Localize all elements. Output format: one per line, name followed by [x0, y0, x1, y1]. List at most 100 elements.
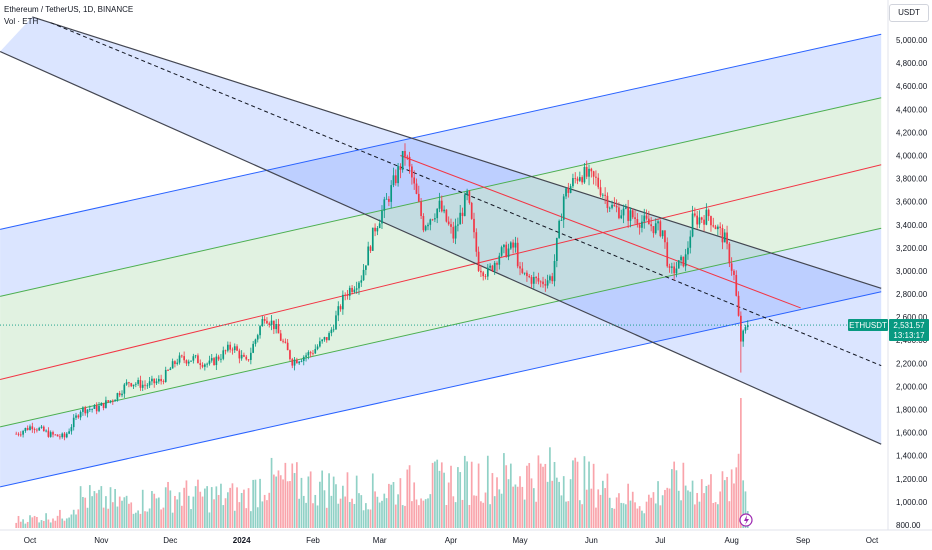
ascending-outer-upper-line: [0, 33, 882, 230]
volume-bar: [560, 495, 563, 528]
price-axis-label: 3,000.00: [896, 267, 928, 276]
volume-bar: [153, 493, 156, 528]
candle-body: [95, 405, 98, 412]
volume-bar: [397, 494, 399, 528]
volume-bar: [226, 492, 229, 528]
candle-body: [296, 359, 298, 364]
candle-body: [123, 384, 126, 394]
volume-bar: [210, 487, 213, 528]
candle-body: [608, 207, 611, 209]
volume-bar: [22, 519, 24, 528]
candle-body: [717, 226, 719, 230]
time-axis-label: Oct: [24, 536, 37, 545]
volume-bar: [346, 472, 349, 528]
candle-body: [647, 218, 650, 225]
volume-bar: [56, 515, 59, 528]
price-axis: 800.00 1,000.00 1,200.00 1,400.00 1,600.00 1,…: [896, 36, 928, 530]
candle-body: [309, 352, 312, 354]
candle-body: [588, 168, 590, 177]
candle-body: [730, 263, 733, 271]
volume-bar: [275, 476, 278, 528]
candle-body: [84, 407, 87, 414]
volume-bar: [473, 495, 475, 528]
volume-bar: [500, 493, 503, 528]
volume-bar: [42, 520, 45, 528]
candle-body: [220, 358, 222, 360]
candle-body: [723, 232, 726, 243]
volume-bar: [555, 477, 558, 528]
volume-bar: [454, 502, 457, 528]
candle-body: [551, 276, 554, 282]
volume-bar: [489, 504, 491, 528]
volume-bar: [574, 457, 577, 528]
candle-body: [694, 213, 696, 216]
candle-body: [493, 262, 496, 271]
volume-bar: [694, 504, 696, 528]
volume-bar: [726, 476, 728, 528]
price-axis-label: 4,800.00: [896, 59, 928, 68]
volume-bar: [459, 472, 462, 528]
volume-bar: [369, 509, 372, 528]
chart-legend: Ethereum / TetherUS, 1D, BINANCE Vol · E…: [4, 4, 133, 28]
volume-bar: [740, 398, 742, 528]
volume-bar: [733, 483, 735, 528]
volume-legend[interactable]: Vol · ETH: [4, 17, 39, 26]
symbol-title[interactable]: Ethereum / TetherUS, 1D, BINANCE: [4, 5, 134, 14]
volume-bar: [381, 500, 383, 528]
currency-button[interactable]: USDT: [889, 4, 929, 22]
candle-body: [392, 175, 395, 186]
candle-body: [201, 365, 204, 367]
descending-channel-fill: [0, 16, 882, 445]
candle-body: [532, 276, 535, 284]
candle-body: [79, 411, 82, 418]
volume-bar: [507, 479, 510, 528]
candle-body: [266, 320, 268, 324]
volume-bar: [319, 481, 321, 528]
volume-bar: [286, 481, 289, 528]
volume-bar: [530, 478, 533, 528]
price-axis-label: 3,800.00: [896, 175, 928, 184]
candle-body: [498, 255, 501, 265]
volume-bar: [650, 497, 652, 528]
price-axis-label: 1,800.00: [896, 406, 928, 415]
volume-bar: [675, 470, 678, 528]
candle-body: [180, 355, 183, 357]
volume-bar: [422, 500, 425, 528]
candle-body: [399, 166, 402, 170]
descending-upper-line: [32, 16, 882, 289]
candle-body: [509, 242, 512, 249]
candle-body: [238, 350, 241, 359]
volume-bar: [484, 492, 487, 528]
volume-bar: [217, 494, 220, 528]
volume-bar: [201, 496, 204, 528]
volume-bar: [457, 467, 459, 528]
candle-body: [293, 359, 296, 366]
volume-bar: [429, 494, 432, 528]
candle-body: [505, 244, 508, 257]
volume-bar: [417, 505, 420, 528]
volume-bar: [565, 501, 567, 528]
candle-body: [185, 360, 188, 364]
time-axis-label: Feb: [306, 536, 320, 545]
flash-icon[interactable]: [739, 513, 753, 527]
volume-bar: [562, 476, 565, 528]
candle-body: [530, 277, 533, 284]
volume-bar: [710, 474, 712, 528]
volume-bar: [362, 510, 365, 528]
candle-body: [680, 256, 682, 261]
volume-bar: [705, 485, 708, 528]
volume-bar: [671, 469, 673, 528]
candle-body: [342, 294, 344, 310]
volume-bar: [408, 465, 411, 528]
candle-body: [250, 352, 252, 360]
volume-bar: [240, 493, 243, 528]
volume-bar: [641, 510, 643, 528]
candle-body: [521, 268, 524, 273]
candle-body: [583, 166, 586, 183]
volume-bar: [624, 504, 627, 528]
candle-body: [157, 378, 160, 382]
price-axis-label: 4,400.00: [896, 105, 928, 114]
volume-bar: [576, 461, 579, 528]
volume-bar: [482, 502, 485, 528]
